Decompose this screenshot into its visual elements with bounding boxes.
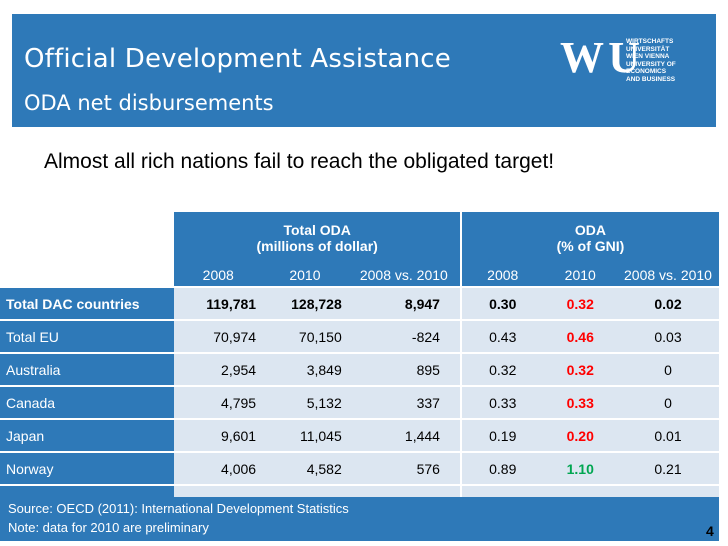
table-row: Canada 4,795 5,132 337 0.33 0.33 0 xyxy=(0,385,719,419)
slide-statement: Almost all rich nations fail to reach th… xyxy=(44,150,555,173)
row-label: Total DAC countries xyxy=(0,286,175,320)
row-label: Australia xyxy=(0,352,175,386)
source-text: Source: OECD (2011): International Devel… xyxy=(8,501,349,516)
table-row: Norway 4,006 4,582 576 0.89 1.10 0.21 xyxy=(0,451,719,485)
wu-logo-mark: W U xyxy=(560,33,640,82)
page-number: 4 xyxy=(706,523,714,539)
table-row: Total DAC countries 119,781 128,728 8,94… xyxy=(0,286,719,320)
table-group-header: Total ODA (millions of dollar) ODA (% of… xyxy=(0,212,719,264)
row-label: Canada xyxy=(0,385,175,419)
wu-logo-text: WIRTSCHAFTS UNIVERSITÄT WIEN VIENNA UNIV… xyxy=(626,38,676,83)
oda-table: Total ODA (millions of dollar) ODA (% of… xyxy=(0,212,719,517)
col-header: 2008 xyxy=(174,264,263,287)
col-header: 2008 vs. 2010 xyxy=(616,264,719,287)
col-header: 2008 xyxy=(460,264,544,287)
col-header: 2010 xyxy=(543,264,617,287)
slide-header: Official Development Assistance ODA net … xyxy=(0,0,728,141)
title-banner xyxy=(12,14,716,127)
row-label: Total EU xyxy=(0,319,175,353)
note-text: Note: data for 2010 are preliminary xyxy=(8,520,209,535)
source-footer: Source: OECD (2011): International Devel… xyxy=(0,497,719,541)
group-header-total-oda: Total ODA (millions of dollar) xyxy=(174,212,462,264)
slide-subtitle: ODA net disbursements xyxy=(24,91,274,115)
table-row: Australia 2,954 3,849 895 0.32 0.32 0 xyxy=(0,352,719,386)
table-row: Total EU 70,974 70,150 -824 0.43 0.46 0.… xyxy=(0,319,719,353)
wu-logo: W U WIRTSCHAFTS UNIVERSITÄT WIEN VIENNA … xyxy=(560,34,710,109)
row-label: Japan xyxy=(0,418,175,452)
row-label: Norway xyxy=(0,451,175,485)
table-column-header: 2008 2010 2008 vs. 2010 2008 2010 2008 v… xyxy=(0,264,719,287)
slide-title: Official Development Assistance xyxy=(24,44,451,74)
table-row: Japan 9,601 11,045 1,444 0.19 0.20 0.01 xyxy=(0,418,719,452)
col-header: 2008 vs. 2010 xyxy=(347,264,462,287)
col-header: 2010 xyxy=(262,264,348,287)
group-header-oda-pct: ODA (% of GNI) xyxy=(460,212,719,264)
